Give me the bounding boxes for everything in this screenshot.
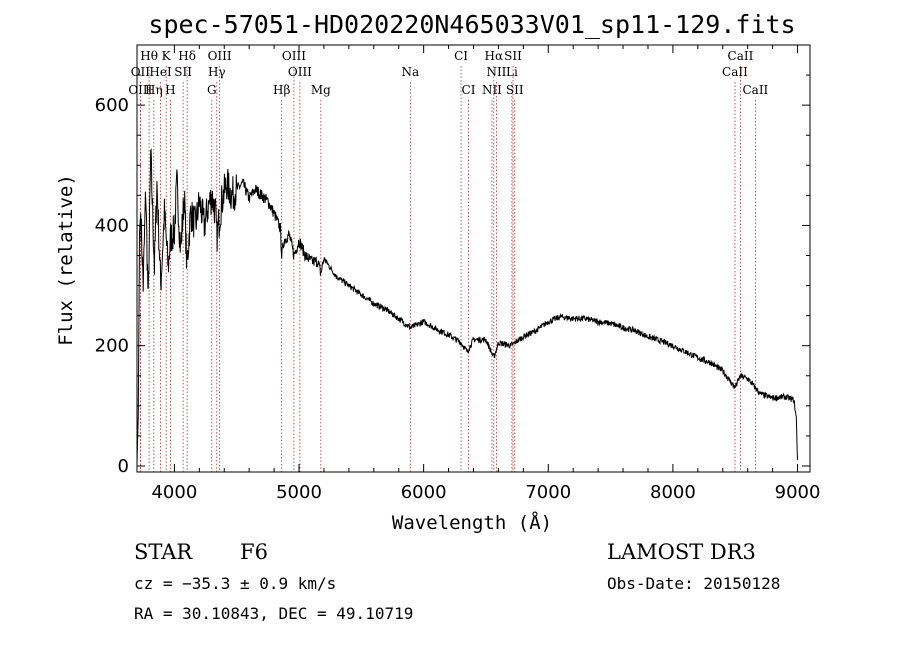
x-tick-label-4: 8000	[650, 482, 696, 503]
y-tick-label-2: 400	[95, 215, 129, 236]
flux-series-line	[136, 148, 798, 464]
line-label-24: CI	[462, 83, 476, 97]
line-label-0: Hθ	[140, 49, 158, 63]
survey-name: LAMOST DR3	[607, 540, 756, 564]
line-label-27: CaII	[742, 83, 768, 97]
line-label-26: SII	[506, 83, 524, 97]
line-label-10: HeI	[149, 65, 172, 79]
x-tick-label-5: 9000	[775, 482, 821, 503]
star-subclass: F6	[240, 540, 268, 564]
line-label-4: OIII	[282, 49, 306, 63]
y-tick-label-3: 600	[95, 95, 129, 116]
line-label-11: SII	[174, 65, 192, 79]
line-label-1: K	[162, 49, 172, 63]
y-tick-label-0: 0	[118, 456, 129, 477]
axis-ticks-layer: 4000 5000 6000 7000 8000 9000 0 200 400 600	[95, 45, 821, 503]
line-label-20: H	[165, 83, 175, 97]
line-label-17: CaII	[722, 65, 748, 79]
plot-frame	[136, 44, 811, 473]
x-tick-label-1: 5000	[276, 482, 322, 503]
line-label-3: OIII	[208, 49, 232, 63]
line-label-21: G	[207, 83, 217, 97]
star-type: STAR	[134, 540, 193, 564]
line-label-15: NII	[486, 65, 506, 79]
x-tick-label-2: 6000	[401, 482, 447, 503]
cz-value: cz = −35.3 ± 0.9 km/s	[134, 574, 336, 593]
y-tick-label-1: 200	[95, 336, 129, 357]
y-axis-label: Flux (relative)	[55, 174, 77, 346]
line-label-23: Mg	[311, 83, 331, 97]
line-label-6: Hα	[485, 49, 504, 63]
line-label-14: Na	[401, 65, 419, 79]
chart-title: spec-57051-HD020220N465033V01_sp11-129.f…	[148, 10, 795, 39]
line-label-8: CaII	[728, 49, 754, 63]
line-label-19: Hη	[145, 83, 163, 97]
line-label-18: OIII	[128, 83, 152, 97]
line-label-5: CI	[454, 49, 468, 63]
line-label-25: NII	[482, 83, 502, 97]
coordinates: RA = 30.10843, DEC = 49.10719	[134, 604, 413, 623]
line-label-12: Hγ	[208, 65, 226, 79]
line-label-22: Hβ	[273, 83, 290, 97]
x-tick-label-0: 4000	[151, 482, 197, 503]
line-label-9: OII	[131, 65, 151, 79]
line-label-16: Li	[506, 65, 518, 79]
obs-date: Obs-Date: 20150128	[607, 574, 780, 593]
line-label-7: SII	[504, 49, 522, 63]
line-label-2: Hδ	[178, 49, 196, 63]
x-axis-label: Wavelength (Å)	[392, 511, 552, 534]
x-tick-label-3: 7000	[525, 482, 571, 503]
line-label-13: OIII	[288, 65, 312, 79]
